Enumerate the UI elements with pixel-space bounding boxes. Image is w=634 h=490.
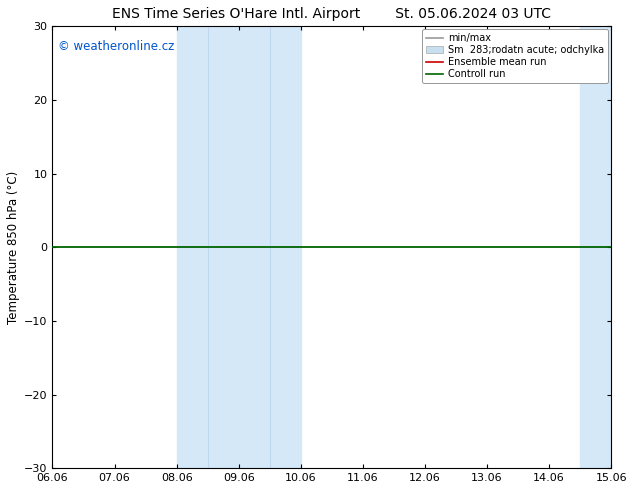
Legend: min/max, Sm  283;rodatn acute; odchylka, Ensemble mean run, Controll run: min/max, Sm 283;rodatn acute; odchylka, … bbox=[422, 29, 609, 83]
Bar bbox=[580, 26, 611, 468]
Y-axis label: Temperature 850 hPa (°C): Temperature 850 hPa (°C) bbox=[7, 171, 20, 324]
Bar bbox=[177, 26, 301, 468]
Title: ENS Time Series O'Hare Intl. Airport        St. 05.06.2024 03 UTC: ENS Time Series O'Hare Intl. Airport St.… bbox=[112, 7, 552, 21]
Text: © weatheronline.cz: © weatheronline.cz bbox=[58, 40, 174, 52]
